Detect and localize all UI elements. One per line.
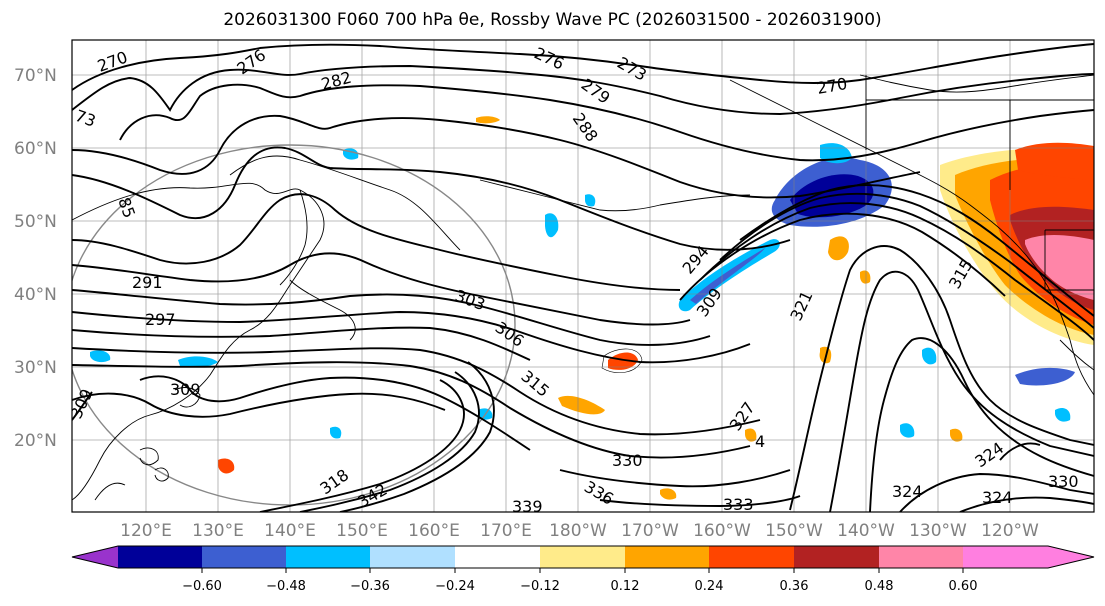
lon-label: 120°W xyxy=(981,521,1039,541)
contour-label: 339 xyxy=(512,497,543,516)
coastlines xyxy=(72,74,1094,501)
lon-label: 170°W xyxy=(621,521,679,541)
theta-e-contours xyxy=(72,43,1094,512)
lat-label: 50°N xyxy=(14,212,57,232)
lon-label: 130°W xyxy=(909,521,967,541)
map-frame xyxy=(71,39,1095,513)
colorbar-tick-label: −0.36 xyxy=(350,579,390,594)
colorbar-tick-label: −0.60 xyxy=(182,579,222,594)
colorbar-tick-label: 0.60 xyxy=(949,579,978,594)
lon-label: 140°E xyxy=(264,521,316,541)
lon-label: 180°W xyxy=(549,521,607,541)
longitude-labels: 120°E 130°E 140°E 150°E 160°E 170°E 180°… xyxy=(120,521,1039,541)
colorbar-tick-labels: −0.60 −0.48 −0.36 −0.24 −0.12 0.12 0.24 … xyxy=(182,579,977,594)
colorbar-extend-low xyxy=(72,546,118,568)
lon-label: 170°E xyxy=(480,521,532,541)
lon-label: 150°W xyxy=(765,521,823,541)
lat-label: 30°N xyxy=(14,358,57,378)
lon-label: 150°E xyxy=(336,521,388,541)
lon-label: 160°W xyxy=(693,521,751,541)
colorbar-tick-label: 0.12 xyxy=(611,579,640,594)
lat-label: 60°N xyxy=(14,139,57,159)
lon-label: 120°E xyxy=(120,521,172,541)
map-plot-area xyxy=(72,40,1094,512)
lat-label: 70°N xyxy=(14,66,57,86)
colorbar: −0.60 −0.48 −0.36 −0.24 −0.12 0.12 0.24 … xyxy=(71,545,1095,594)
colorbar-tick-label: 0.36 xyxy=(780,579,809,594)
contour-label: 297 xyxy=(145,310,176,329)
colorbar-tick-label: 0.24 xyxy=(695,579,724,594)
contour-label: 309 xyxy=(170,380,201,399)
map-title: 2026031300 F060 700 hPa θe, Rossby Wave … xyxy=(223,10,882,30)
colorbar-segment xyxy=(202,546,286,568)
colorbar-tick-label: −0.12 xyxy=(520,579,560,594)
lat-label: 20°N xyxy=(14,431,57,451)
lon-label: 140°W xyxy=(837,521,895,541)
colorbar-tick-label: −0.24 xyxy=(435,579,475,594)
colorbar-outline xyxy=(71,545,1095,569)
colorbar-segment xyxy=(709,546,794,568)
colorbar-tick-label: −0.48 xyxy=(266,579,306,594)
colorbar-ticks xyxy=(201,568,964,573)
contour-label: 291 xyxy=(132,273,163,292)
contour-label: 330 xyxy=(1048,472,1079,491)
graticule xyxy=(72,40,1094,512)
contour-label: 333 xyxy=(723,495,754,514)
colorbar-extend-high xyxy=(963,546,1094,568)
lat-label: 40°N xyxy=(14,285,57,305)
colorbar-segment xyxy=(370,546,455,568)
colorbar-segment xyxy=(286,546,370,568)
contour-label: 324 xyxy=(982,488,1013,507)
contour-label: 324 xyxy=(892,482,923,501)
latitude-labels: 70°N 60°N 50°N 40°N 30°N 20°N xyxy=(14,66,57,451)
lon-label: 160°E xyxy=(408,521,460,541)
contour-label: 330 xyxy=(612,451,643,470)
colorbar-segment xyxy=(879,546,963,568)
colorbar-segment xyxy=(794,546,879,568)
contour-label: 4 xyxy=(755,432,765,451)
colorbar-tick-label: 0.48 xyxy=(865,579,894,594)
colorbar-segment xyxy=(455,546,540,568)
colorbar-segment xyxy=(625,546,709,568)
colorbar-segment xyxy=(118,546,202,568)
colorbar-segment xyxy=(540,546,625,568)
lon-label: 130°E xyxy=(192,521,244,541)
anomaly-shading xyxy=(90,116,1094,500)
